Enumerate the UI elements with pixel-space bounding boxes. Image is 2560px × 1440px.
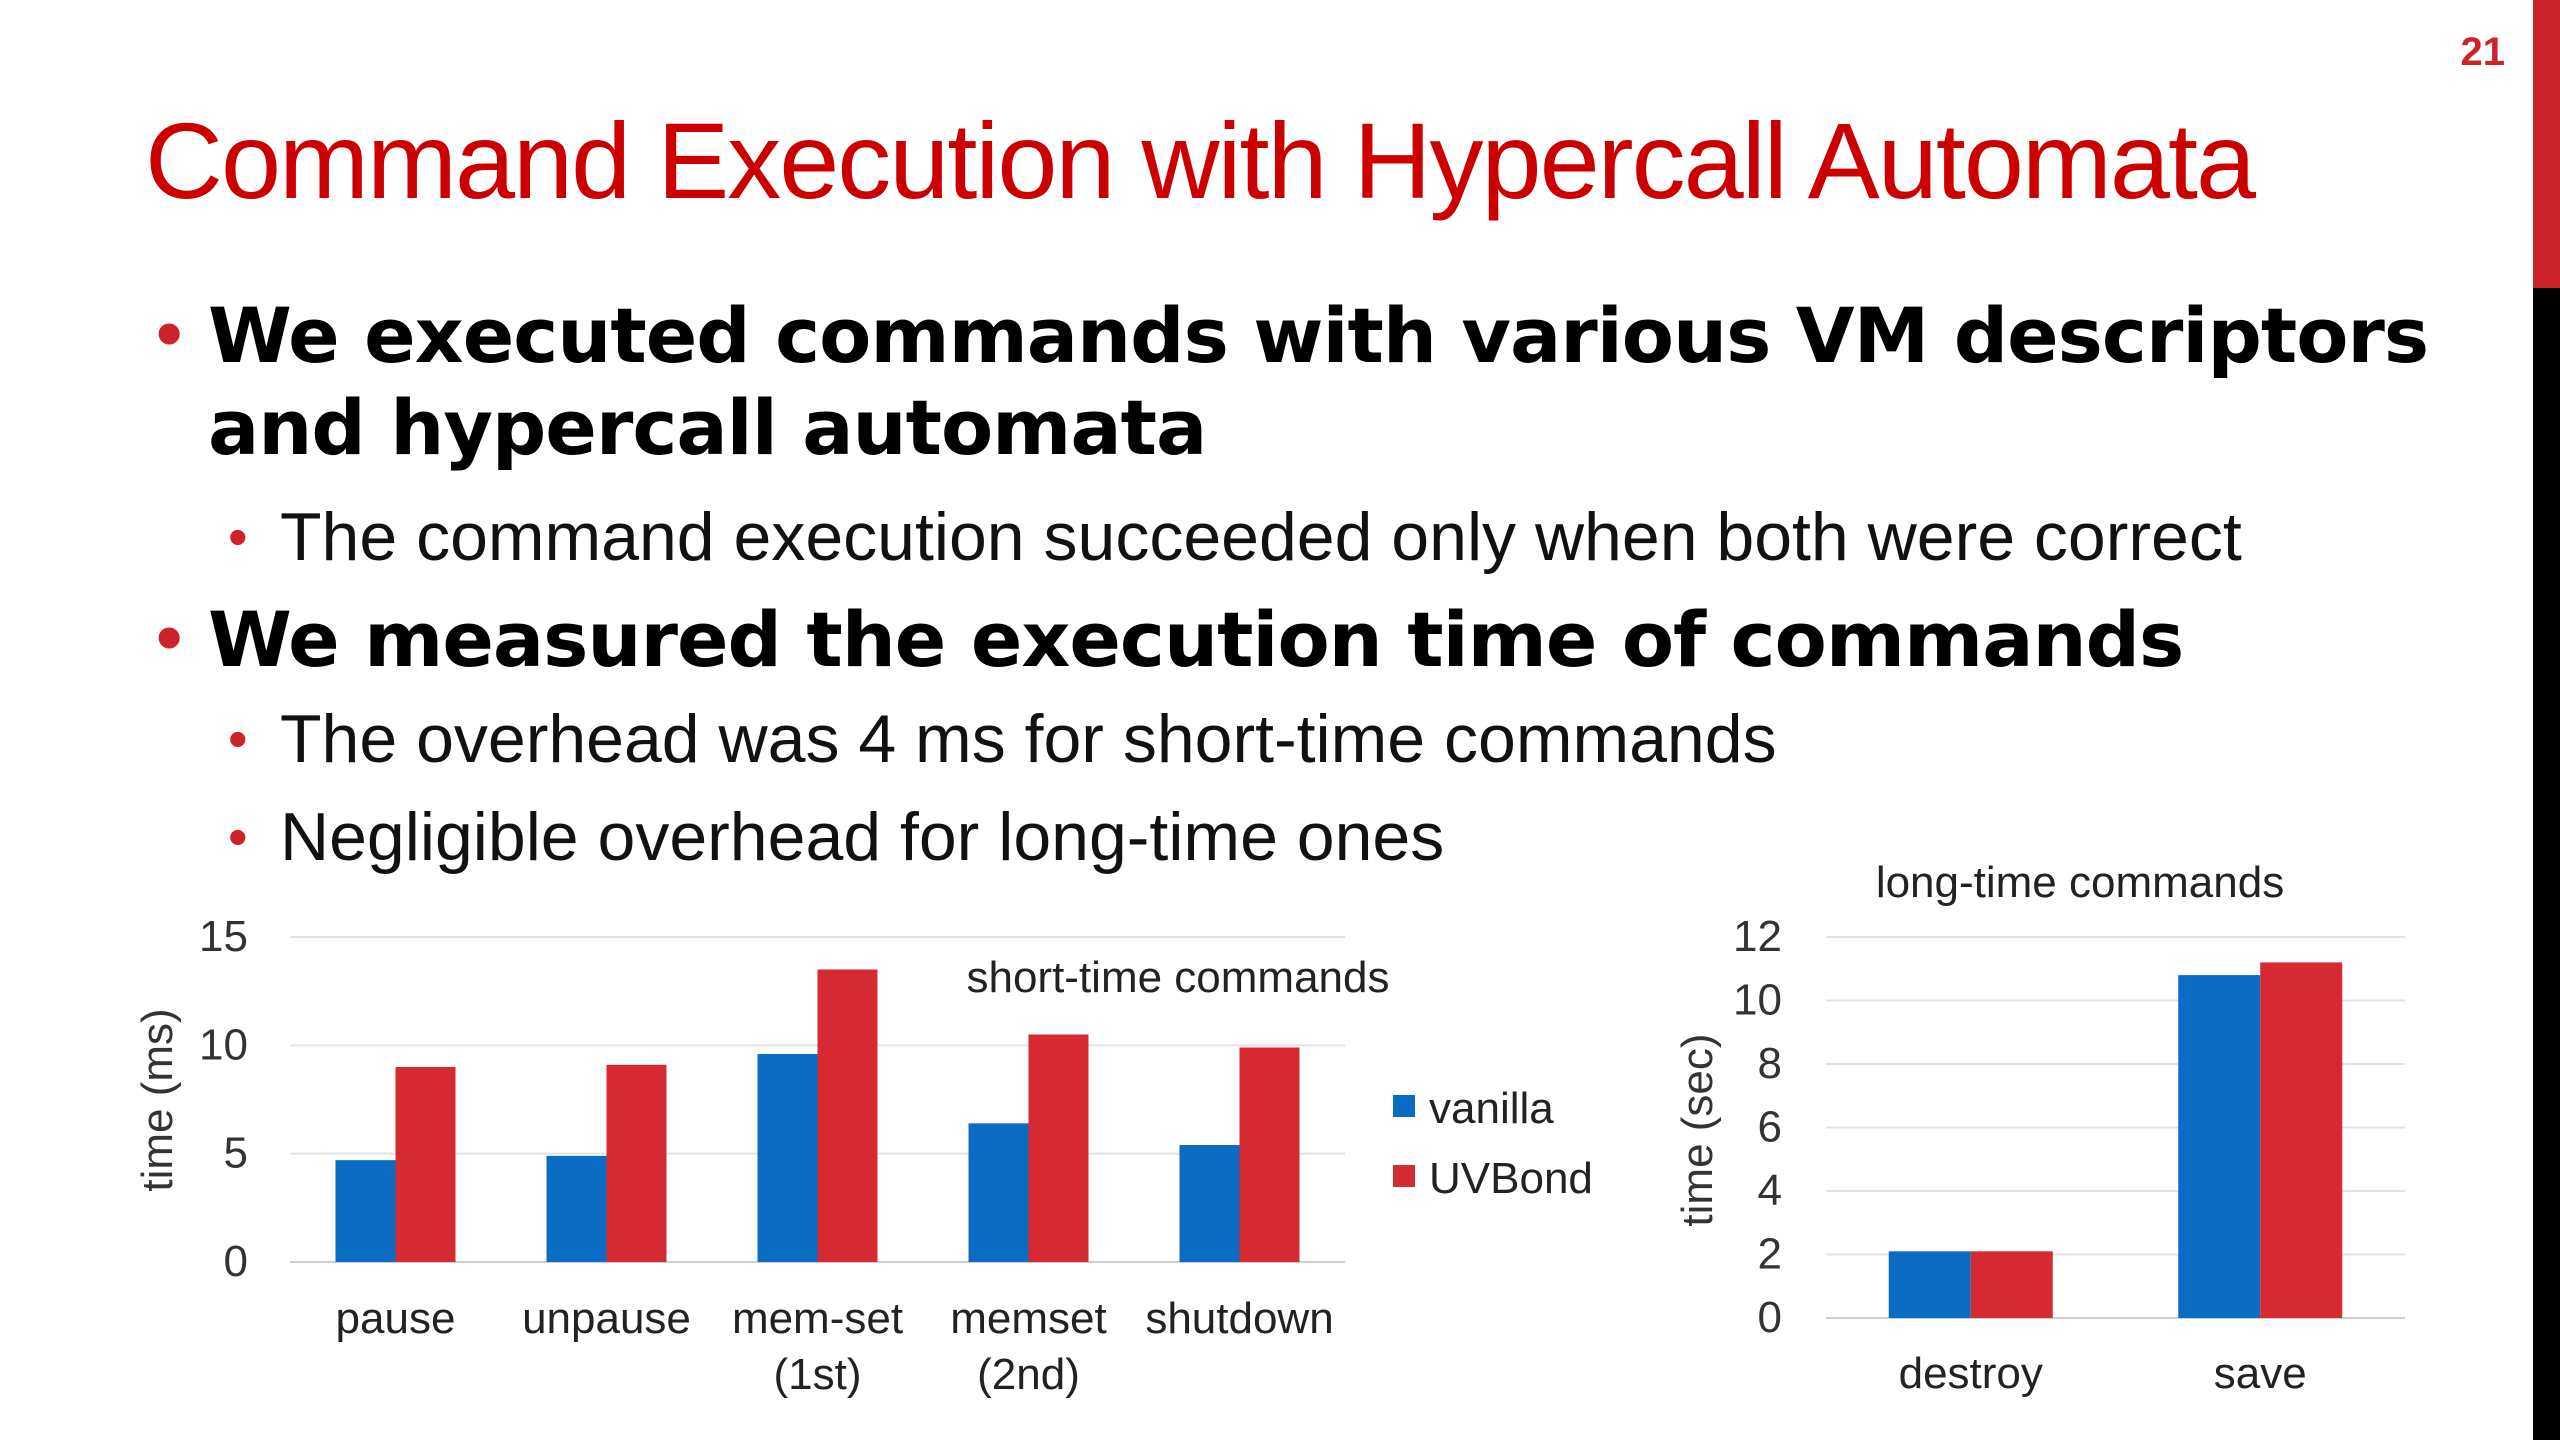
- y-tick-label: 10: [199, 1020, 248, 1069]
- sub-bullet-2-2-text: Negligible overhead for long-time ones: [280, 799, 1445, 875]
- sub-bullet-2-2: • Negligible overhead for long-time ones: [150, 788, 2480, 886]
- sub-bullet-2-1: • The overhead was 4 ms for short-time c…: [150, 690, 2480, 788]
- bar-uvbond: [1028, 1034, 1089, 1262]
- x-tick-label: save: [2214, 1349, 2307, 1398]
- y-tick-label: 12: [1733, 912, 1782, 961]
- y-tick-label: 0: [1758, 1293, 1782, 1342]
- bar-vanilla: [1179, 1145, 1240, 1262]
- x-tick-label: (2nd): [977, 1350, 1080, 1399]
- bullet-dot-icon: •: [228, 505, 248, 568]
- legend-label: vanilla: [1429, 1084, 1554, 1133]
- bar-uvbond: [1239, 1047, 1300, 1262]
- x-tick-label: pause: [336, 1294, 456, 1343]
- bar-vanilla: [1888, 1251, 1971, 1318]
- sub-bullet-1-1: • The command execution succeeded only w…: [150, 488, 2480, 586]
- legend-swatch: [1393, 1095, 1415, 1117]
- y-tick-label: 10: [1733, 976, 1782, 1025]
- y-tick-label: 0: [224, 1237, 248, 1286]
- bar-uvbond: [1970, 1251, 2053, 1318]
- page-number: 21: [2460, 30, 2506, 74]
- bar-vanilla: [968, 1123, 1029, 1262]
- bullet-dot-icon: •: [150, 605, 188, 675]
- bullet-1: • We executed commands with various VM d…: [150, 290, 2480, 474]
- bar-uvbond: [817, 969, 878, 1262]
- bar-uvbond: [2260, 962, 2343, 1318]
- chart-title: short-time commands: [966, 953, 1389, 1002]
- bar-uvbond: [395, 1067, 456, 1262]
- bullet-dot-icon: •: [228, 707, 248, 770]
- y-tick-label: 5: [224, 1129, 248, 1178]
- bar-vanilla: [335, 1160, 396, 1262]
- sub-bullet-2-1-text: The overhead was 4 ms for short-time com…: [280, 701, 1777, 777]
- bullet-dot-icon: •: [150, 301, 188, 371]
- y-tick-label: 2: [1758, 1230, 1782, 1279]
- x-tick-label: destroy: [1899, 1349, 2043, 1398]
- chart-title: long-time commands: [1876, 858, 2284, 907]
- bullet-2-text: We measured the execution time of comman…: [208, 595, 2184, 684]
- y-axis-label: time (ms): [133, 1008, 182, 1191]
- y-tick-label: 8: [1758, 1039, 1782, 1088]
- x-tick-label: (1st): [774, 1350, 862, 1399]
- y-tick-label: 15: [199, 912, 248, 961]
- x-tick-label: memset: [950, 1294, 1106, 1343]
- bar-uvbond: [606, 1064, 667, 1262]
- sub-bullet-1-1-text: The command execution succeeded only whe…: [280, 499, 2242, 575]
- x-tick-label: mem-set: [732, 1294, 903, 1343]
- legend-label: UVBond: [1429, 1154, 1593, 1203]
- y-tick-label: 4: [1758, 1166, 1782, 1215]
- bullet-list: • We executed commands with various VM d…: [150, 290, 2480, 886]
- side-accent-bar-black: [2533, 288, 2560, 1440]
- y-axis-label: time (sec): [1673, 1033, 1722, 1226]
- bar-vanilla: [757, 1054, 818, 1262]
- bullet-dot-icon: •: [228, 805, 248, 868]
- side-accent-bar-red: [2533, 0, 2560, 288]
- y-tick-label: 6: [1758, 1103, 1782, 1152]
- bullet-2: • We measured the execution time of comm…: [150, 594, 2480, 686]
- bar-vanilla: [546, 1155, 607, 1262]
- legend-swatch: [1393, 1165, 1415, 1187]
- bullet-1-text: We executed commands with various VM des…: [208, 291, 2429, 472]
- bar-vanilla: [2178, 975, 2261, 1318]
- x-tick-label: unpause: [522, 1294, 691, 1343]
- x-tick-label: shutdown: [1145, 1294, 1333, 1343]
- slide-title: Command Execution with Hypercall Automat…: [145, 100, 2256, 221]
